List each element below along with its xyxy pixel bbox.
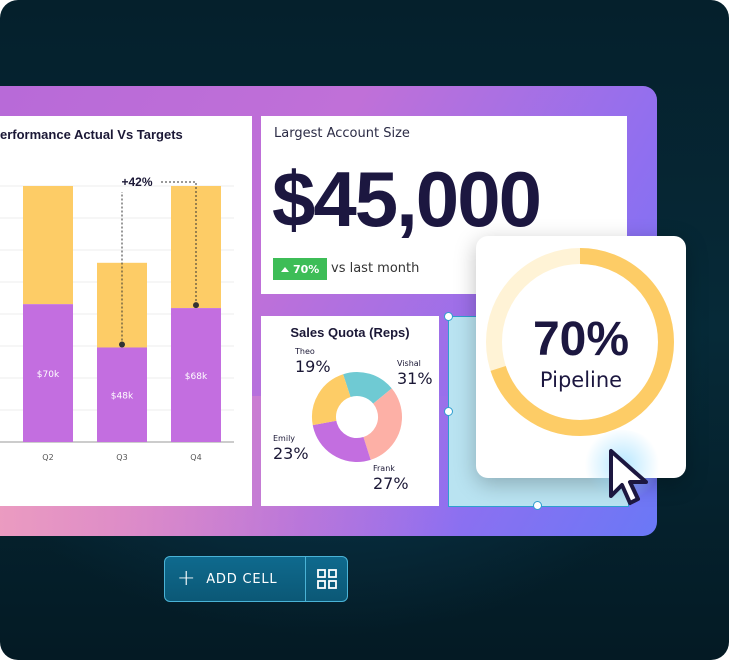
chart-annotation: +42% bbox=[121, 175, 152, 189]
slice-percent: 27% bbox=[373, 473, 409, 493]
annotation-line bbox=[161, 181, 197, 306]
donut-slice bbox=[312, 372, 402, 463]
bar-target bbox=[23, 186, 73, 305]
x-tick-label: Q3 bbox=[116, 453, 127, 462]
bar-data-label: $68k bbox=[185, 372, 208, 382]
quota-title: Sales Quota (Reps) bbox=[290, 325, 410, 340]
resize-handle-left[interactable] bbox=[444, 407, 453, 416]
slice-label-vishal: Vishal 31% bbox=[397, 359, 433, 388]
slice-percent: 19% bbox=[295, 356, 331, 376]
bar-actual bbox=[171, 308, 221, 442]
slice-name: Vishal bbox=[397, 359, 421, 368]
arrow-up-icon bbox=[281, 266, 289, 272]
add-cell-label: ADD CELL bbox=[206, 571, 278, 587]
bar-data-label: $70k bbox=[37, 370, 60, 380]
plus-icon: + bbox=[177, 566, 197, 591]
pipeline-label: Pipeline bbox=[539, 368, 623, 392]
slice-label-theo: Theo 19% bbox=[295, 347, 331, 376]
slice-name: Emily bbox=[273, 434, 296, 443]
x-tick-label: Q2 bbox=[42, 453, 53, 462]
grid-icon bbox=[316, 569, 337, 589]
x-tick-label: Q4 bbox=[190, 453, 201, 462]
donut-slice bbox=[312, 372, 402, 463]
bar-chart: $70k Q2 $48k Q3 $68k Q4 +42% bbox=[0, 175, 234, 462]
grid-layout-button[interactable] bbox=[306, 557, 347, 601]
donut-slice bbox=[312, 372, 402, 463]
account-value: $45,000 bbox=[272, 155, 542, 243]
mouse-pointer-icon bbox=[609, 449, 648, 505]
bar-actual bbox=[23, 304, 73, 442]
sales-quota-card[interactable]: Sales Quota (Reps) Theo 19% Vishal 31% F… bbox=[261, 316, 439, 506]
cell-toolbar: + ADD CELL bbox=[164, 556, 348, 602]
slice-name: Theo bbox=[295, 347, 315, 356]
annotation-dot bbox=[193, 302, 199, 309]
chart-title: erformance Actual Vs Targets bbox=[0, 127, 183, 142]
performance-chart-card[interactable]: erformance Actual Vs Targets $70k Q2 $48k Q… bbox=[0, 116, 252, 506]
slice-percent: 31% bbox=[397, 368, 433, 388]
bar-target bbox=[97, 262, 147, 348]
ring-fill bbox=[486, 248, 674, 436]
slice-label-emily: Emily 23% bbox=[273, 434, 309, 463]
pipeline-ring bbox=[486, 248, 674, 436]
delta-caption: vs last month bbox=[331, 261, 420, 276]
resize-handle-top-left[interactable] bbox=[444, 312, 453, 321]
bar-actual bbox=[97, 347, 147, 442]
delta-value: 70% bbox=[293, 262, 320, 276]
pipeline-percent: 70% bbox=[532, 313, 630, 366]
annotation-dot bbox=[119, 341, 125, 348]
bar-data-label: $48k bbox=[111, 392, 134, 402]
resize-handle-bottom[interactable] bbox=[533, 501, 542, 510]
delta-badge: 70% bbox=[273, 258, 328, 280]
account-title: Largest Account Size bbox=[274, 126, 410, 141]
slice-label-frank: Frank 27% bbox=[373, 464, 409, 493]
slice-name: Frank bbox=[373, 464, 395, 473]
slice-percent: 23% bbox=[273, 443, 309, 463]
donut-chart bbox=[312, 372, 402, 463]
add-cell-button[interactable]: + ADD CELL bbox=[165, 557, 306, 601]
pipeline-card[interactable]: 70% Pipeline bbox=[476, 236, 686, 478]
